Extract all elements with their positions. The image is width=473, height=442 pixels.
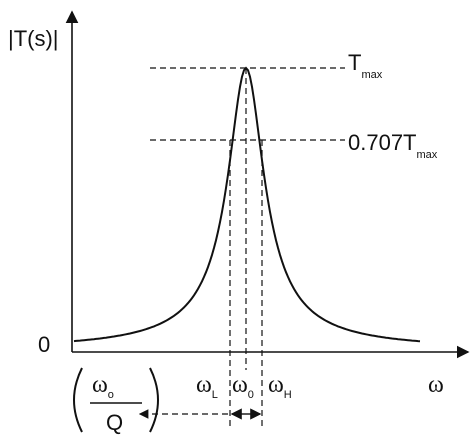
diagram: |T(s)| 0 ω Tmax 0.707Tmax ωL ω0 ωH ωo Q [0, 0, 473, 442]
x-axis-label: ω [428, 372, 444, 398]
origin-label: 0 [38, 332, 50, 357]
fraction-denominator: Q [106, 410, 123, 435]
y-axis-label: |T(s)| [8, 26, 59, 51]
